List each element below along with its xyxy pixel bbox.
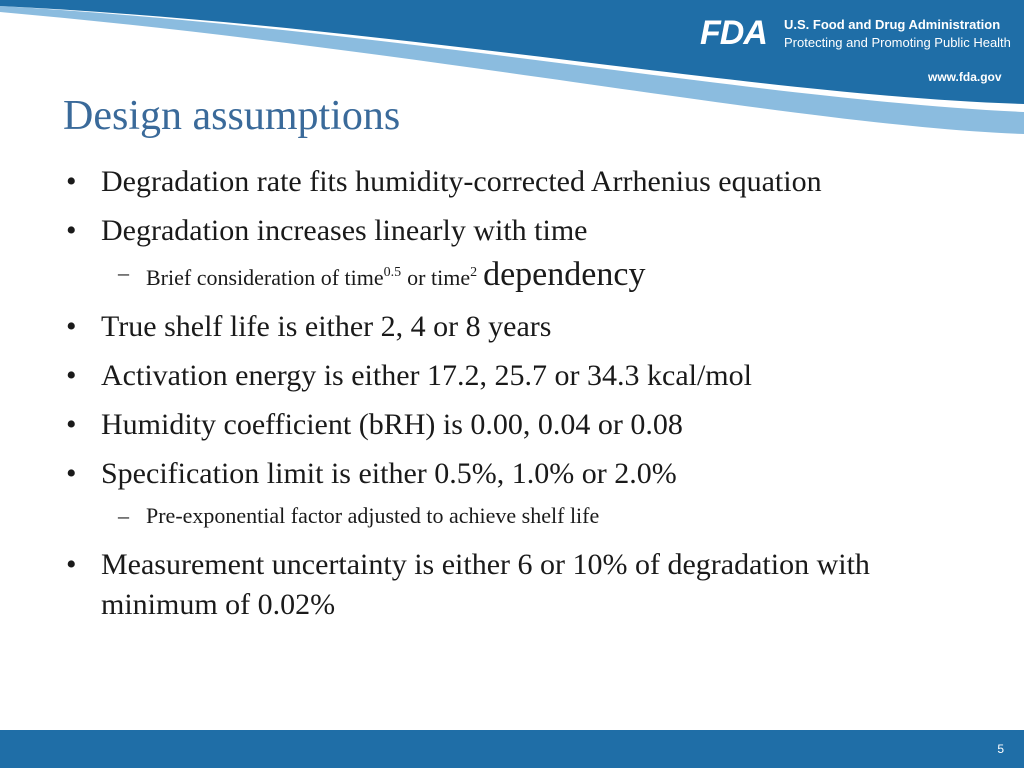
bullet-text: True shelf life is either 2, 4 or 8 year… (101, 310, 552, 343)
footer-bar: 5 (0, 730, 1024, 768)
bullet-text: Measurement uncertainty is either 6 or 1… (101, 548, 870, 621)
tagline: Protecting and Promoting Public Health (784, 35, 1011, 50)
bullet: Degradation rate fits humidity-corrected… (0, 162, 981, 202)
bullet: Activation energy is either 17.2, 25.7 o… (0, 356, 981, 396)
bullet: Pre-exponential factor adjusted to achie… (0, 501, 1024, 531)
bullet-text: Degradation rate fits humidity-corrected… (101, 165, 822, 198)
slide-title: Design assumptions (63, 93, 401, 139)
superscript: 0.5 (383, 265, 402, 280)
logo: FDA (700, 14, 768, 52)
bullet-text: Specification limit is either 0.5%, 1.0%… (101, 457, 677, 490)
bullet: Measurement uncertainty is either 6 or 1… (0, 545, 981, 625)
page-number: 5 (997, 742, 1004, 756)
bullet: Brief consideration of time0.5 or time2 de… (0, 258, 1024, 293)
header-wave (0, 0, 1024, 134)
wave-light (0, 6, 1024, 134)
bullet-text: or time (407, 265, 471, 290)
bullet-text: Humidity coefficient (bRH) is 0.00, 0.04… (101, 408, 683, 441)
wave-dark (0, 0, 1024, 104)
bullet: Specification limit is either 0.5%, 1.0%… (0, 454, 981, 494)
bullet-text: Activation energy is either 17.2, 25.7 o… (101, 359, 752, 392)
superscript: 2 (470, 265, 478, 280)
bullet-text: dependency (483, 256, 646, 293)
agency: U.S. Food and Drug Administration (784, 17, 1001, 32)
bullet-text: Pre-exponential factor adjusted to achie… (146, 503, 600, 528)
bullet: Degradation increases linearly with time (0, 211, 981, 251)
bullet-text: Degradation increases linearly with time (101, 214, 588, 247)
bullet: True shelf life is either 2, 4 or 8 year… (0, 307, 981, 347)
bullet-list: Degradation rate fits humidity-corrected… (0, 162, 1024, 634)
url: www.fda.gov (928, 70, 1002, 84)
bullet-text: Brief consideration of time (146, 265, 384, 290)
bullet: Humidity coefficient (bRH) is 0.00, 0.04… (0, 405, 981, 445)
